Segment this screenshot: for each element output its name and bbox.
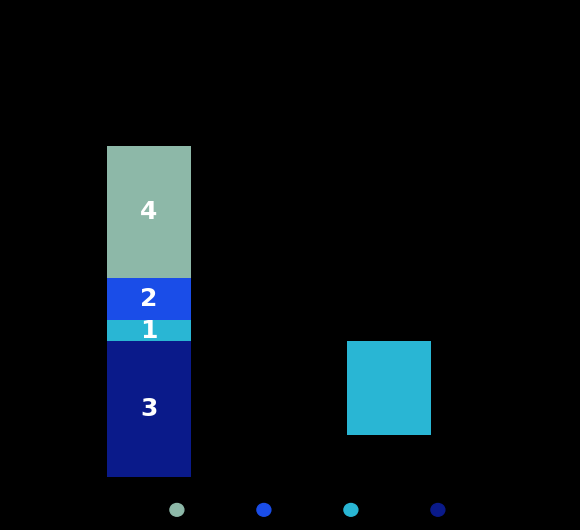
- Bar: [107, 278, 191, 320]
- Text: 4: 4: [140, 200, 158, 224]
- Bar: [107, 320, 191, 341]
- Bar: [107, 146, 191, 278]
- Text: 2: 2: [140, 287, 158, 311]
- Text: 3: 3: [140, 397, 158, 421]
- Bar: [347, 341, 430, 435]
- Bar: [107, 341, 191, 477]
- Text: 1: 1: [140, 319, 158, 343]
